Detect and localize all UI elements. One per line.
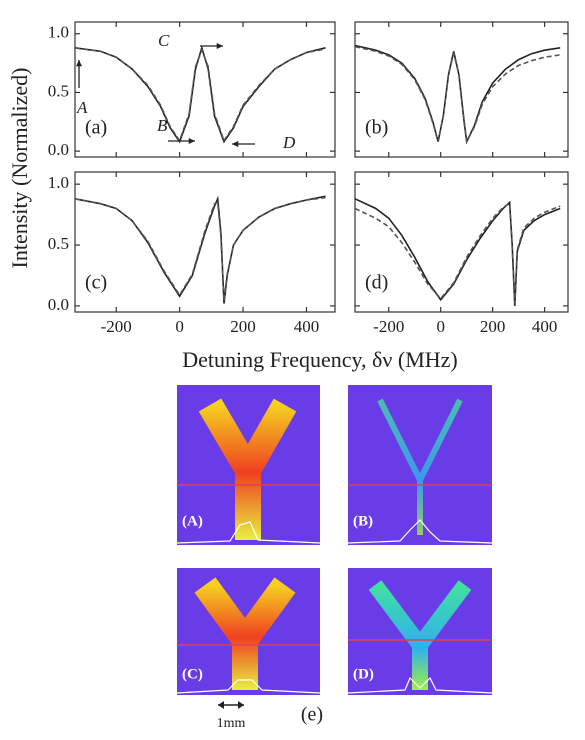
image-a — [176, 385, 321, 545]
image-d — [347, 568, 493, 695]
image-label: (B) — [353, 513, 373, 529]
y-tick-label: 0.0 — [48, 295, 69, 314]
x-tick-label: -200 — [101, 317, 132, 336]
annotation: D — [282, 133, 296, 152]
series-line — [74, 195, 326, 304]
y-tick-label: 1.0 — [48, 23, 69, 42]
series-line — [74, 196, 326, 302]
annotation: B — [157, 116, 168, 135]
x-tick-label: 200 — [480, 317, 506, 336]
x-tick-label: 400 — [294, 317, 320, 336]
series-line — [74, 47, 326, 143]
panel-label: (c) — [85, 272, 107, 294]
plot-frame — [354, 171, 569, 313]
x-tick-label: 0 — [175, 317, 184, 336]
annotation-arrowhead — [188, 138, 195, 144]
image-label: (C) — [182, 666, 203, 682]
y-axis-label: Intensity (Normalized) — [7, 68, 32, 269]
x-axis-label: Detuning Frequency, δν (MHz) — [182, 347, 457, 372]
image-label: (D) — [353, 666, 374, 682]
x-tick-label: 400 — [532, 317, 558, 336]
x-tick-label: 0 — [436, 317, 445, 336]
image-c — [176, 568, 321, 695]
annotation: A — [76, 98, 88, 117]
plot-frame — [74, 171, 336, 313]
image-label: (A) — [182, 513, 203, 529]
annotation: C — [158, 31, 170, 50]
image-b — [347, 385, 493, 545]
panel-label: (b) — [365, 117, 388, 139]
annotation-arrowhead — [76, 60, 82, 67]
panel-label: (d) — [365, 272, 388, 294]
x-tick-label: -200 — [373, 317, 404, 336]
series-line — [354, 45, 561, 145]
scale-label: 1mm — [217, 716, 246, 731]
scale-arrow — [218, 701, 244, 709]
y-tick-label: 0.5 — [48, 81, 69, 100]
panel-e-label: (e) — [301, 704, 323, 726]
plot-frame — [354, 21, 569, 158]
annotation-arrowhead — [232, 141, 239, 147]
annotation-arrowhead — [216, 43, 223, 49]
x-tick-label: 200 — [230, 317, 256, 336]
y-tick-label: 0.5 — [48, 234, 69, 253]
y-tick-label: 1.0 — [48, 173, 69, 192]
series-line — [354, 202, 561, 304]
y-tick-label: 0.0 — [48, 140, 69, 159]
plot-frame — [74, 21, 336, 158]
panel-label: (a) — [85, 117, 107, 139]
series-line — [74, 45, 326, 144]
